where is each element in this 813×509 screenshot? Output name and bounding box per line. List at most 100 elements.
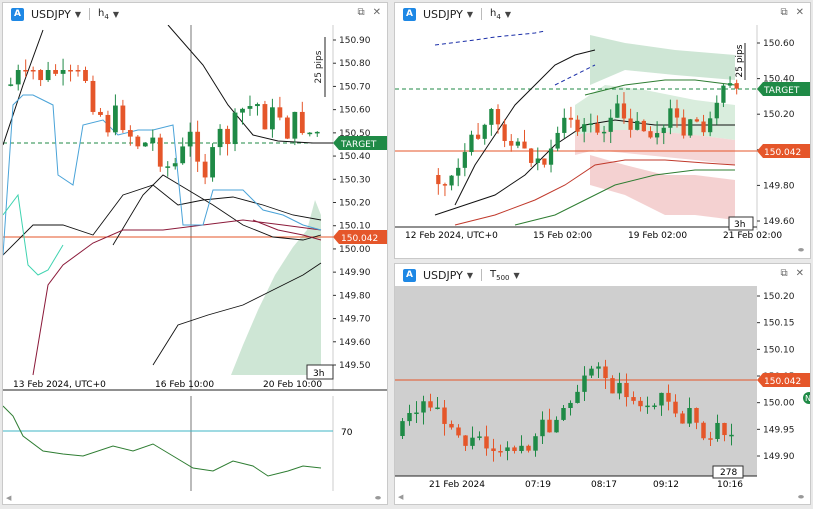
- account-badge[interactable]: A: [403, 268, 416, 282]
- chevron-down-icon[interactable]: ▼: [504, 9, 511, 19]
- price-chart-1[interactable]: 25 pips 150.90150.80150.70150.60150.5015…: [3, 25, 387, 395]
- x-tick: 07:19: [525, 480, 551, 490]
- candle-body: [8, 84, 14, 86]
- candle-body: [436, 175, 441, 185]
- candle-body: [495, 109, 501, 125]
- candle-body: [498, 451, 503, 453]
- chart-panel-2[interactable]: A USDJPY ▼ h4 ▼ ⧉ ✕ 25 pips 150.60 150.40…: [394, 2, 811, 259]
- candle-body: [628, 118, 633, 130]
- y-tick: 149.80: [339, 291, 371, 301]
- y-tick: 150.20: [339, 199, 371, 209]
- symbol-selector[interactable]: USDJPY: [31, 7, 71, 21]
- svg-text:N: N: [805, 394, 810, 403]
- target-tag[interactable]: TARGET: [757, 82, 810, 96]
- candle-body: [554, 419, 559, 433]
- candle-body: [400, 421, 405, 436]
- candle-body: [314, 131, 320, 134]
- candle-body: [522, 141, 527, 149]
- chevron-down-icon[interactable]: ▼: [466, 9, 474, 19]
- candle-body: [240, 108, 245, 113]
- candle-body: [568, 117, 574, 120]
- candle-body: [60, 70, 66, 74]
- detach-icon[interactable]: ⧉: [780, 268, 788, 279]
- target-tag[interactable]: TARGET: [333, 136, 387, 150]
- candle-body: [210, 147, 215, 178]
- candle-body: [127, 130, 133, 137]
- candle-body: [45, 70, 51, 81]
- close-icon[interactable]: ✕: [795, 7, 804, 18]
- oscillator-pane[interactable]: 70: [3, 396, 387, 491]
- timeframe-selector[interactable]: h4: [490, 7, 501, 21]
- account-badge[interactable]: A: [11, 7, 24, 21]
- candle-body: [659, 392, 664, 406]
- detach-icon[interactable]: ⧉: [780, 7, 788, 18]
- candle-body: [533, 436, 538, 451]
- horizontal-scrollbar[interactable]: ◀ ⬬: [6, 494, 381, 502]
- y-tick: 150.10: [763, 345, 795, 355]
- pips-label: 25 pips: [314, 50, 324, 83]
- symbol-selector[interactable]: USDJPY: [423, 7, 463, 21]
- candle-body: [489, 109, 494, 125]
- candle-body: [727, 83, 733, 86]
- candle-body: [470, 437, 475, 446]
- candle-body: [595, 123, 600, 133]
- detach-icon[interactable]: ⧉: [357, 7, 365, 18]
- svg-text:150.042: 150.042: [341, 234, 378, 244]
- candle-body: [414, 412, 419, 415]
- candle-body: [172, 163, 178, 167]
- chevron-down-icon[interactable]: ▼: [513, 270, 520, 280]
- candle-body: [456, 167, 461, 176]
- candle-body: [529, 148, 534, 163]
- candle-body: [617, 382, 622, 394]
- timeframe-selector[interactable]: h4: [98, 7, 109, 21]
- y-tick: 150.40: [339, 152, 371, 162]
- candle-body: [30, 70, 36, 72]
- candle-body: [187, 131, 193, 147]
- candle-body: [519, 445, 524, 451]
- price-chart-3[interactable]: 150.20150.15150.10150.05150.00149.95149.…: [395, 286, 810, 491]
- candle-body: [105, 114, 111, 133]
- candle-body: [247, 106, 253, 109]
- horizontal-scrollbar[interactable]: ◀ ⬬: [398, 493, 804, 501]
- svg-text:150.042: 150.042: [764, 377, 801, 387]
- candle-body: [435, 407, 440, 410]
- x-tick: 19 Feb 02:00: [628, 231, 687, 241]
- y-tick: 150.60: [763, 39, 795, 49]
- candlestick-series: [436, 76, 739, 197]
- candle-body: [687, 408, 692, 424]
- y-tick: 150.20: [763, 292, 795, 302]
- candle-body: [621, 103, 627, 119]
- chart-panel-3[interactable]: A USDJPY ▼ T500 ▼ ⧉ ✕ 150.20 150.15 150.10…: [394, 263, 811, 505]
- close-icon[interactable]: ✕: [372, 7, 381, 18]
- candle-body: [202, 161, 208, 178]
- price-chart-2[interactable]: 25 pips 150.60150.40150.20150.00149.8014…: [395, 25, 810, 243]
- candle-body: [582, 124, 587, 132]
- close-icon[interactable]: ✕: [795, 268, 804, 279]
- candle-body: [428, 401, 433, 408]
- chart-panel-1[interactable]: A USDJPY ▼ h4 ▼ ⧉ ✕ 25 p: [2, 2, 388, 505]
- horizontal-scrollbar[interactable]: ⬬: [798, 246, 804, 254]
- chevron-down-icon[interactable]: ▼: [74, 9, 82, 19]
- x-tick: 21 Feb 2024: [429, 480, 485, 490]
- candle-body: [505, 447, 510, 451]
- chevron-down-icon[interactable]: ▼: [112, 9, 119, 19]
- candle-body: [526, 445, 531, 451]
- candle-body: [477, 436, 482, 438]
- symbol-selector[interactable]: USDJPY: [423, 268, 463, 282]
- candle-body: [502, 124, 507, 141]
- y-tick: 150.20: [763, 110, 795, 120]
- candle-body: [15, 70, 21, 85]
- y-tick: 149.70: [339, 315, 371, 325]
- candle-body: [53, 70, 58, 74]
- chevron-down-icon[interactable]: ▼: [466, 270, 474, 280]
- candle-body: [217, 128, 223, 148]
- candlestick-series: [400, 359, 734, 462]
- timeframe-selector[interactable]: T500: [490, 268, 510, 282]
- account-badge[interactable]: A: [403, 7, 416, 21]
- x-tick: 15 Feb 02:00: [533, 231, 592, 241]
- candle-body: [588, 123, 593, 125]
- candle-body: [83, 70, 88, 81]
- candle-body: [694, 119, 700, 122]
- candle-body: [407, 412, 412, 422]
- x-tick: 12 Feb 2024, UTC+0: [405, 231, 498, 241]
